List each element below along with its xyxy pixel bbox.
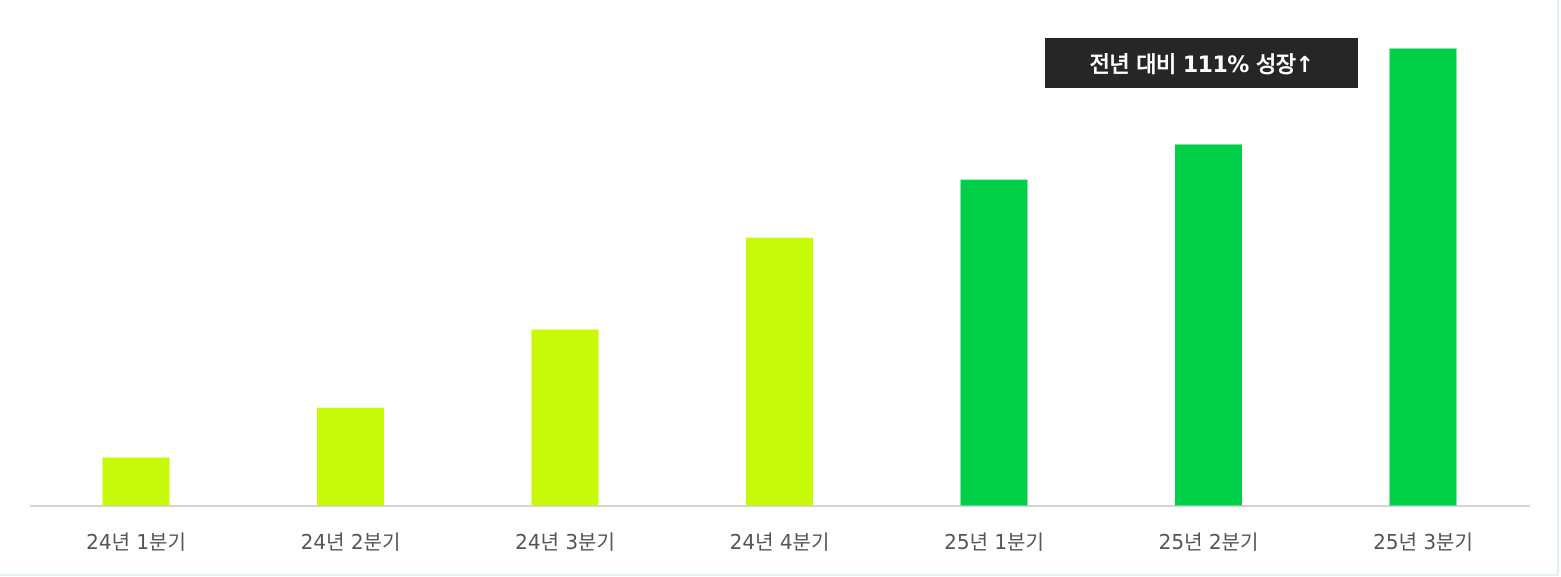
bar-3	[531, 329, 599, 506]
bar-6	[1175, 144, 1242, 506]
x-tick-label: 24년 4분기	[730, 530, 830, 554]
bar-5	[960, 179, 1028, 506]
x-tick-label: 25년 3분기	[1373, 530, 1473, 554]
bar-2	[317, 407, 384, 506]
x-tick-label: 24년 2분기	[301, 530, 401, 554]
bar-1	[102, 457, 170, 506]
bar-7	[1389, 48, 1457, 506]
x-tick-label: 24년 1분기	[86, 530, 186, 554]
growth-annotation: 전년 대비 111% 성장↑	[1045, 38, 1358, 88]
bar-4	[746, 237, 813, 506]
x-tick-label: 25년 2분기	[1159, 530, 1259, 554]
x-tick-label: 24년 3분기	[515, 530, 615, 554]
x-tick-label: 25년 1분기	[944, 530, 1044, 554]
